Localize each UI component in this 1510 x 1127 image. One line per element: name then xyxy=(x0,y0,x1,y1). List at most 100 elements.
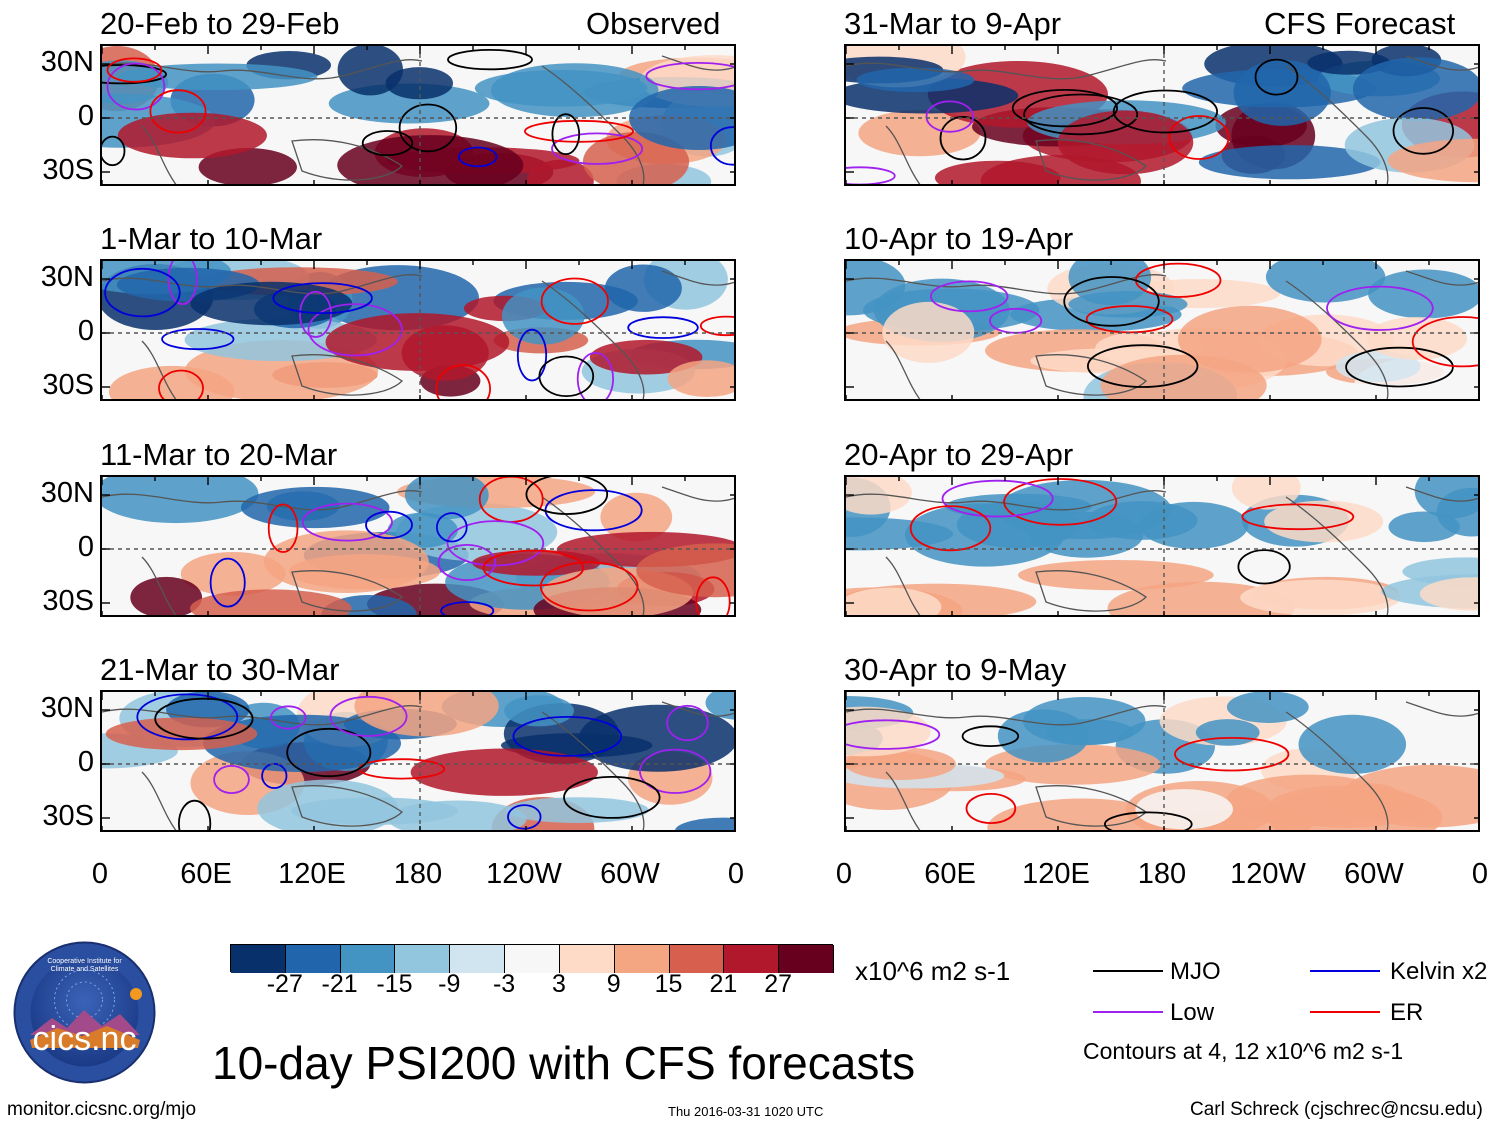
colorbar-label: -21 xyxy=(321,970,358,998)
contour xyxy=(301,502,393,542)
colorbar-swatch xyxy=(724,945,780,973)
anomaly-blob xyxy=(1198,145,1381,180)
contour xyxy=(307,303,403,357)
lon-tick-label: 0 xyxy=(91,858,109,890)
anomaly-blob xyxy=(117,112,267,159)
footer-timestamp: Thu 2016-03-31 1020 UTC xyxy=(668,1104,824,1119)
anomaly-blob xyxy=(1226,692,1309,723)
anomaly-blob xyxy=(1029,511,1144,558)
contour xyxy=(458,146,498,168)
legend-low-line xyxy=(1093,1011,1163,1013)
land-outline xyxy=(1405,486,1478,502)
anomaly-blob xyxy=(527,159,594,184)
land-outline xyxy=(846,705,1167,726)
contour-note: Contours at 4, 12 x10^6 m2 s-1 xyxy=(1083,1038,1404,1064)
lon-tick-label: 120W xyxy=(1230,858,1306,890)
anomaly-blob xyxy=(474,70,648,107)
colorbar-swatch xyxy=(340,945,396,973)
land-outline xyxy=(885,340,921,399)
contour xyxy=(440,601,495,615)
contour xyxy=(929,280,1009,313)
lon-tick-label: 120E xyxy=(278,858,346,890)
anomaly-blob xyxy=(604,264,682,312)
lat-tick-label: 30N xyxy=(40,477,94,509)
colorbar-swatch xyxy=(395,945,451,973)
lat-tick-label: 30S xyxy=(42,800,94,832)
map-svg xyxy=(846,46,1478,184)
lat-tick-label: 0 xyxy=(77,531,94,563)
contour xyxy=(1104,811,1193,830)
anomaly-blob xyxy=(589,339,703,375)
land-outline xyxy=(885,556,921,615)
contour xyxy=(267,503,299,553)
contour xyxy=(846,166,896,184)
colorbar-swatch xyxy=(505,945,560,973)
legend-er-line xyxy=(1310,1011,1380,1013)
anomaly-blob xyxy=(675,817,734,830)
contour xyxy=(435,512,468,543)
contour xyxy=(213,765,250,795)
contour xyxy=(699,315,734,337)
anomaly-blob xyxy=(1419,577,1478,611)
contour xyxy=(447,49,533,71)
anomaly-blob xyxy=(504,695,574,727)
anomaly-blob xyxy=(130,576,203,615)
contour xyxy=(154,697,254,740)
contour xyxy=(538,355,595,397)
colorbar-label: 15 xyxy=(654,970,683,998)
lat-tick-label: 30N xyxy=(40,261,94,293)
anomaly-blob xyxy=(667,360,734,397)
contour xyxy=(639,748,712,794)
legend-kelvin-label: Kelvin x2 xyxy=(1390,958,1488,985)
contour xyxy=(1168,115,1230,160)
land-outline xyxy=(1405,701,1478,717)
anomaly-blob xyxy=(1046,719,1134,745)
contour xyxy=(540,277,609,325)
contour xyxy=(846,719,941,750)
contour xyxy=(551,113,581,156)
legend-mjo-line xyxy=(1093,970,1163,972)
land-outline xyxy=(1405,55,1478,71)
figure-title: 10-day PSI200 with CFS forecasts xyxy=(212,1037,916,1089)
panel-title: 30-Apr to 9-May xyxy=(844,652,1067,687)
contour xyxy=(1112,89,1218,134)
anomaly-blob xyxy=(578,704,734,772)
land-outline xyxy=(846,59,1167,80)
colorbar-swatch xyxy=(231,945,286,973)
land-outline xyxy=(661,270,734,286)
anomaly-blob xyxy=(1177,305,1322,373)
panel-title: 11-Mar to 20-Mar xyxy=(100,437,338,472)
anomaly-blob xyxy=(846,706,931,757)
anomaly-blob xyxy=(856,67,975,93)
panel-title: 21-Mar to 30-Mar xyxy=(100,652,340,687)
land-outline xyxy=(1405,270,1478,286)
contour xyxy=(563,776,661,819)
legend-kelvin-line xyxy=(1310,970,1380,972)
contour xyxy=(102,64,167,85)
colorbar-swatch xyxy=(559,945,615,973)
colorbar-swatch xyxy=(450,945,506,973)
contour xyxy=(1237,549,1291,585)
contour xyxy=(1023,93,1139,136)
land-outline xyxy=(541,711,645,830)
anomaly-blob xyxy=(105,717,258,751)
land-outline xyxy=(1035,139,1148,181)
logo-ring-text: Cooperative Institute for Climate and Sa… xyxy=(47,958,122,973)
anomaly-blob xyxy=(1352,57,1478,121)
panel-title: 20-Feb to 29-Feb xyxy=(100,6,340,41)
contour xyxy=(1345,346,1454,388)
contour xyxy=(329,695,408,737)
contour xyxy=(286,727,372,778)
anomaly-blob xyxy=(1139,501,1249,549)
contour xyxy=(1174,737,1290,772)
lon-tick-label: 180 xyxy=(393,858,443,890)
anomaly-blob xyxy=(846,517,954,551)
map-svg xyxy=(846,477,1478,615)
contour xyxy=(270,705,307,730)
land-outline xyxy=(102,274,423,295)
colorbar-label: -3 xyxy=(492,970,516,998)
contour xyxy=(136,693,239,741)
anomaly-blob xyxy=(1057,110,1194,175)
lat-tick-label: 0 xyxy=(77,315,94,347)
land-outline xyxy=(846,490,1167,511)
